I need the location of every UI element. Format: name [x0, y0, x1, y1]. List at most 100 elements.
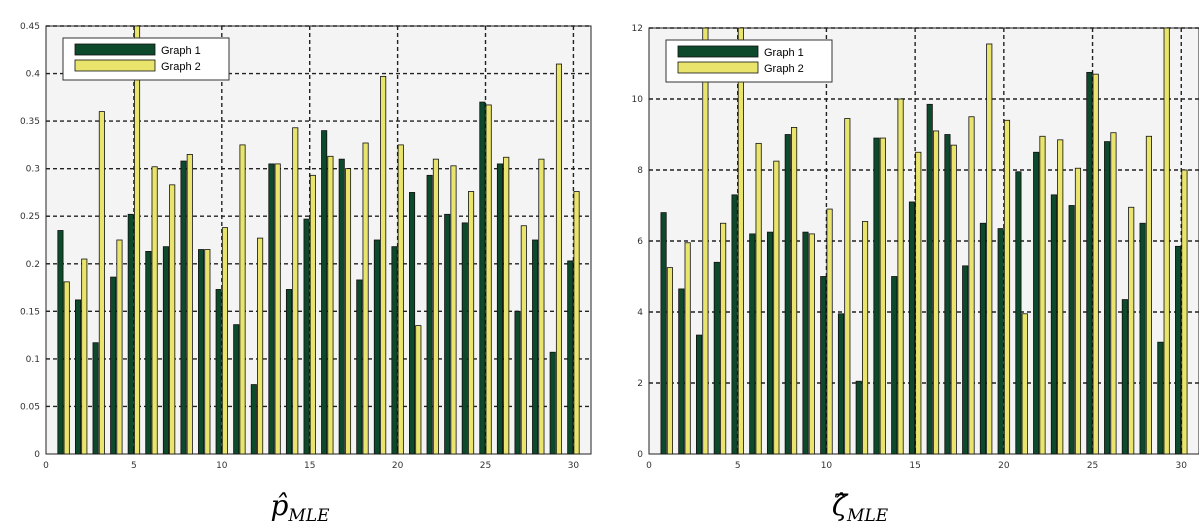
bar-graph1	[873, 137, 880, 455]
bar-graph1	[820, 276, 827, 455]
legend-label: Graph 2	[161, 61, 201, 73]
bar-graph1	[678, 288, 685, 455]
bar-graph2	[63, 281, 70, 455]
bar-graph2	[684, 242, 691, 455]
bar-graph1	[1033, 151, 1040, 455]
bar-graph1	[1086, 71, 1093, 455]
bar-graph2	[520, 225, 527, 455]
y-tick-label: 0.3	[26, 165, 40, 175]
bar-graph1	[926, 103, 933, 455]
legend-swatch	[74, 43, 156, 56]
bar-graph1	[944, 134, 951, 455]
x-tick-label: 30	[568, 461, 580, 471]
bar-graph2	[485, 104, 492, 455]
bar-graph2	[862, 221, 869, 455]
chart-1: 0 5 10 15 20 25 30 0 0.05 0.1 0.15 0.2 0.25 0.3 0.35 0.…	[20, 22, 592, 526]
bar-graph2	[415, 325, 422, 455]
bar-graph1	[567, 260, 574, 455]
bar-graph1	[145, 251, 152, 455]
bar-graph2	[221, 227, 228, 455]
bar-graph2	[915, 151, 922, 455]
bar-graph1	[198, 249, 205, 455]
bar-graph2	[257, 237, 264, 455]
bar-graph2	[1128, 206, 1135, 455]
bar-graph2	[1003, 119, 1011, 455]
bar-graph1	[1121, 299, 1128, 455]
bar-graph2	[573, 191, 580, 455]
bar-graph2	[826, 208, 833, 455]
bar-graph1	[1157, 341, 1164, 455]
bar-graph1	[409, 192, 416, 455]
bar-graph1	[532, 239, 539, 455]
bar-graph1	[444, 213, 451, 455]
bar-graph2	[538, 158, 545, 455]
y-tick-label: 0.15	[20, 307, 40, 317]
bar-graph2	[1181, 169, 1188, 455]
y-tick-label: 0.25	[20, 212, 40, 222]
bar-graph2	[450, 165, 457, 455]
bar-graph2	[239, 144, 246, 455]
bar-graph2	[274, 163, 281, 455]
bar-graph1	[162, 246, 169, 455]
legend-label: Graph 2	[764, 63, 804, 75]
y-tick-label: 0.1	[26, 355, 40, 365]
bar-graph2	[844, 118, 851, 455]
bar-graph1	[285, 289, 293, 455]
bar-graph1	[766, 231, 774, 455]
legend-label: Graph 1	[764, 47, 804, 59]
x-tick-label: 25	[480, 461, 491, 471]
bar-graph1	[979, 222, 986, 455]
bar-graph1	[215, 289, 222, 455]
bar-graph2	[503, 156, 510, 455]
chart-caption: ζ̂MLE	[832, 489, 889, 526]
bar-graph1	[660, 212, 667, 455]
bar-graph1	[338, 158, 345, 455]
legend-label: Graph 1	[161, 45, 201, 57]
bar-graph2	[932, 130, 940, 455]
x-tick-label: 20	[998, 461, 1010, 471]
bar-graph2	[116, 239, 123, 455]
bar-graph2	[666, 267, 673, 455]
bar-graph2	[737, 27, 744, 455]
bar-graph2	[204, 249, 211, 455]
legend-swatch	[677, 45, 759, 58]
bar-graph2	[432, 158, 439, 455]
bar-graph2	[98, 111, 105, 455]
y-tick-label: 0.2	[26, 260, 40, 270]
y-tick-label: 2	[637, 379, 643, 389]
bar-graph1	[514, 310, 521, 455]
bar-graph1	[549, 351, 556, 455]
bar-graph1	[496, 163, 503, 455]
bar-graph2	[362, 142, 369, 455]
bar-graph2	[720, 222, 727, 455]
legend-swatch	[74, 59, 156, 72]
x-tick-label: 10	[821, 461, 833, 471]
y-tick-label: 0	[637, 450, 643, 460]
bar-graph1	[713, 261, 720, 455]
y-tick-label: 0.05	[20, 402, 40, 412]
bar-graph2	[1039, 135, 1046, 455]
bar-graph2	[169, 184, 176, 455]
bar-graph1	[356, 279, 363, 455]
bar-graph1	[180, 160, 187, 455]
bar-graph2	[791, 127, 798, 455]
x-tick-label: 10	[216, 461, 228, 471]
bar-graph1	[391, 246, 398, 455]
bar-graph2	[1021, 313, 1028, 455]
bar-graph1	[962, 265, 969, 455]
bar-graph1	[461, 222, 468, 455]
x-tick-label: 0	[646, 461, 652, 471]
bar-graph2	[309, 174, 316, 455]
bar-graph1	[250, 384, 257, 455]
x-tick-label: 15	[909, 461, 920, 471]
bar-graph1	[1050, 194, 1057, 455]
bar-graph1	[303, 218, 310, 455]
bar-graph2	[755, 142, 762, 455]
bar-graph1	[373, 239, 380, 455]
chart-2: 0 5 10 15 20 25 30 0 2 4 6 8 10 12 Graph 1 Graph 2 ζ̂MLE	[632, 24, 1199, 526]
bar-graph2	[1110, 132, 1117, 455]
bar-graph2	[879, 137, 886, 455]
bar-graph1	[891, 276, 898, 455]
y-tick-label: 4	[637, 308, 643, 318]
